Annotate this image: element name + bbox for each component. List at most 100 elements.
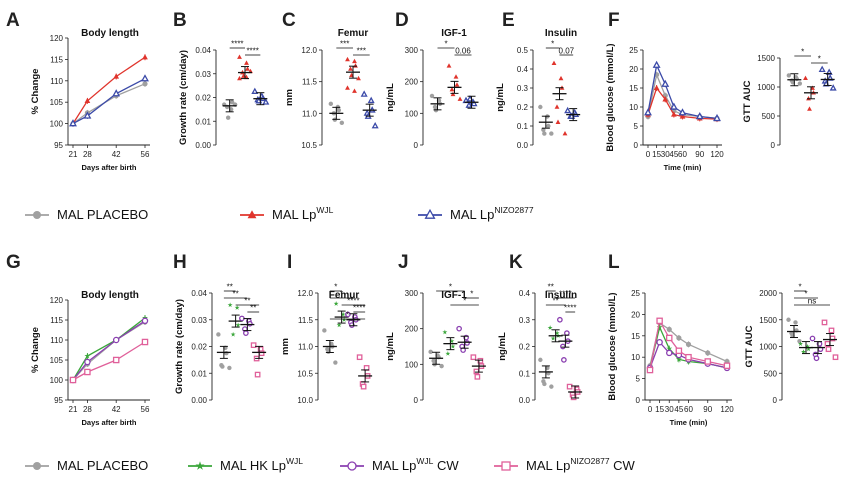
legend-label: MAL LpNIZO2877 bbox=[450, 205, 534, 222]
y-tick-label: 0 bbox=[414, 141, 419, 150]
panel-title: Femur bbox=[329, 290, 360, 301]
legend-label: MAL HK LpWJL bbox=[220, 456, 303, 473]
circle-open-marker bbox=[809, 335, 816, 342]
legend-label: MAL PLACEBO bbox=[57, 207, 148, 222]
series-line-wjlcw bbox=[72, 320, 146, 381]
x-tick-label: 60 bbox=[684, 405, 693, 414]
circle-marker bbox=[705, 350, 711, 356]
legend-label: MAL LpWJL bbox=[272, 205, 334, 222]
x-axis-label: Time (min) bbox=[664, 163, 702, 172]
legend-text: MAL PLACEBO bbox=[57, 458, 148, 473]
circle-marker bbox=[542, 131, 547, 136]
significance-label: *** bbox=[340, 40, 349, 49]
star-marker bbox=[450, 343, 456, 349]
star-marker bbox=[445, 350, 451, 356]
panel-title: IGF-1 bbox=[441, 28, 467, 39]
significance-label: ns bbox=[808, 297, 816, 306]
legend-text: CW bbox=[610, 458, 636, 473]
y-tick-label: 0.02 bbox=[195, 94, 211, 103]
x-tick-label: 30 bbox=[661, 150, 670, 159]
square-open-marker bbox=[723, 362, 731, 370]
y-tick-label: 100 bbox=[50, 376, 64, 385]
triangle-open-marker bbox=[465, 101, 473, 108]
y-tick-label: 115 bbox=[50, 316, 63, 325]
y-axis-label: % Change bbox=[30, 327, 41, 373]
triangle-open-marker bbox=[251, 87, 259, 94]
y-tick-label: 0.2 bbox=[519, 343, 531, 352]
y-tick-label: 95 bbox=[54, 141, 63, 150]
y-tick-label: 95 bbox=[54, 396, 63, 405]
y-tick-label: 20 bbox=[631, 310, 640, 319]
circle-marker bbox=[33, 211, 41, 219]
circle-marker bbox=[797, 338, 802, 344]
x-tick-label: 42 bbox=[112, 150, 121, 159]
y-tick-label: 100 bbox=[50, 120, 64, 129]
triangle-open-marker bbox=[661, 79, 670, 87]
triangle-open-marker bbox=[262, 98, 270, 105]
y-tick-label: 11.0 bbox=[298, 343, 314, 352]
x-axis-label: Time (min) bbox=[670, 418, 708, 427]
y-tick-label: 500 bbox=[762, 112, 776, 121]
triangle-open-marker bbox=[829, 84, 837, 91]
circle-marker bbox=[541, 127, 546, 132]
triangle-open-marker bbox=[424, 208, 436, 219]
panel-letter: I bbox=[287, 252, 292, 273]
y-tick-label: 115 bbox=[50, 55, 63, 64]
triangle-open-marker bbox=[371, 122, 379, 129]
panel-title: Insulin bbox=[545, 290, 577, 301]
legend-sup: WJL bbox=[416, 456, 433, 466]
y-axis-label: ng/mL bbox=[385, 83, 396, 112]
legend-label: MAL PLACEBO bbox=[57, 458, 148, 473]
triangle-marker bbox=[352, 58, 357, 64]
panel-title: Insulin bbox=[545, 28, 577, 39]
square-open-marker bbox=[828, 327, 835, 334]
square-open-marker bbox=[250, 342, 257, 349]
triangle-marker bbox=[803, 75, 808, 81]
circle-marker bbox=[666, 326, 672, 332]
circle-marker bbox=[542, 381, 547, 387]
significance-label: * bbox=[804, 290, 807, 299]
square-open-marker bbox=[704, 358, 712, 365]
series-line-hk bbox=[72, 317, 146, 381]
star-marker bbox=[84, 352, 91, 359]
triangle-open-marker bbox=[678, 108, 687, 116]
star-marker bbox=[554, 330, 560, 336]
star-marker bbox=[442, 329, 448, 335]
y-tick-label: 10.0 bbox=[297, 396, 313, 405]
circle-open-marker bbox=[666, 349, 673, 357]
circle-marker bbox=[439, 363, 444, 369]
y-axis-label: ng/mL bbox=[385, 332, 396, 361]
x-tick-label: 45 bbox=[669, 150, 678, 159]
y-tick-label: 120 bbox=[50, 34, 64, 43]
legend-text: MAL Lp bbox=[272, 207, 316, 222]
y-tick-label: 0.02 bbox=[191, 343, 207, 352]
legend-sup: NIZO2877 bbox=[494, 205, 533, 215]
star-marker bbox=[550, 335, 556, 341]
panel-title: Femur bbox=[338, 28, 369, 39]
significance-label: * bbox=[340, 290, 343, 299]
star-marker bbox=[547, 325, 553, 330]
circle-open-marker bbox=[112, 336, 120, 344]
triangle-marker bbox=[113, 73, 120, 79]
y-tick-label: 1500 bbox=[757, 54, 775, 63]
y-tick-label: 12.0 bbox=[297, 289, 313, 298]
square-open-marker bbox=[84, 368, 91, 376]
y-axis-label: % Change bbox=[30, 69, 41, 115]
circle-marker bbox=[538, 357, 543, 363]
x-axis-label: Days after birth bbox=[81, 418, 136, 427]
circle-open-marker bbox=[345, 311, 351, 318]
square-open-marker bbox=[666, 334, 673, 342]
y-tick-label: 0 bbox=[414, 396, 419, 405]
star-marker bbox=[804, 343, 811, 349]
circle-marker bbox=[333, 360, 338, 365]
x-tick-label: 0 bbox=[648, 405, 653, 414]
x-tick-label: 28 bbox=[83, 405, 92, 414]
square-open-marker bbox=[473, 368, 480, 375]
legend-text: MAL Lp bbox=[526, 458, 570, 473]
circle-marker bbox=[142, 81, 148, 87]
circle-marker bbox=[227, 365, 232, 371]
circle-open-marker bbox=[560, 343, 566, 350]
triangle-open-marker bbox=[818, 65, 826, 73]
